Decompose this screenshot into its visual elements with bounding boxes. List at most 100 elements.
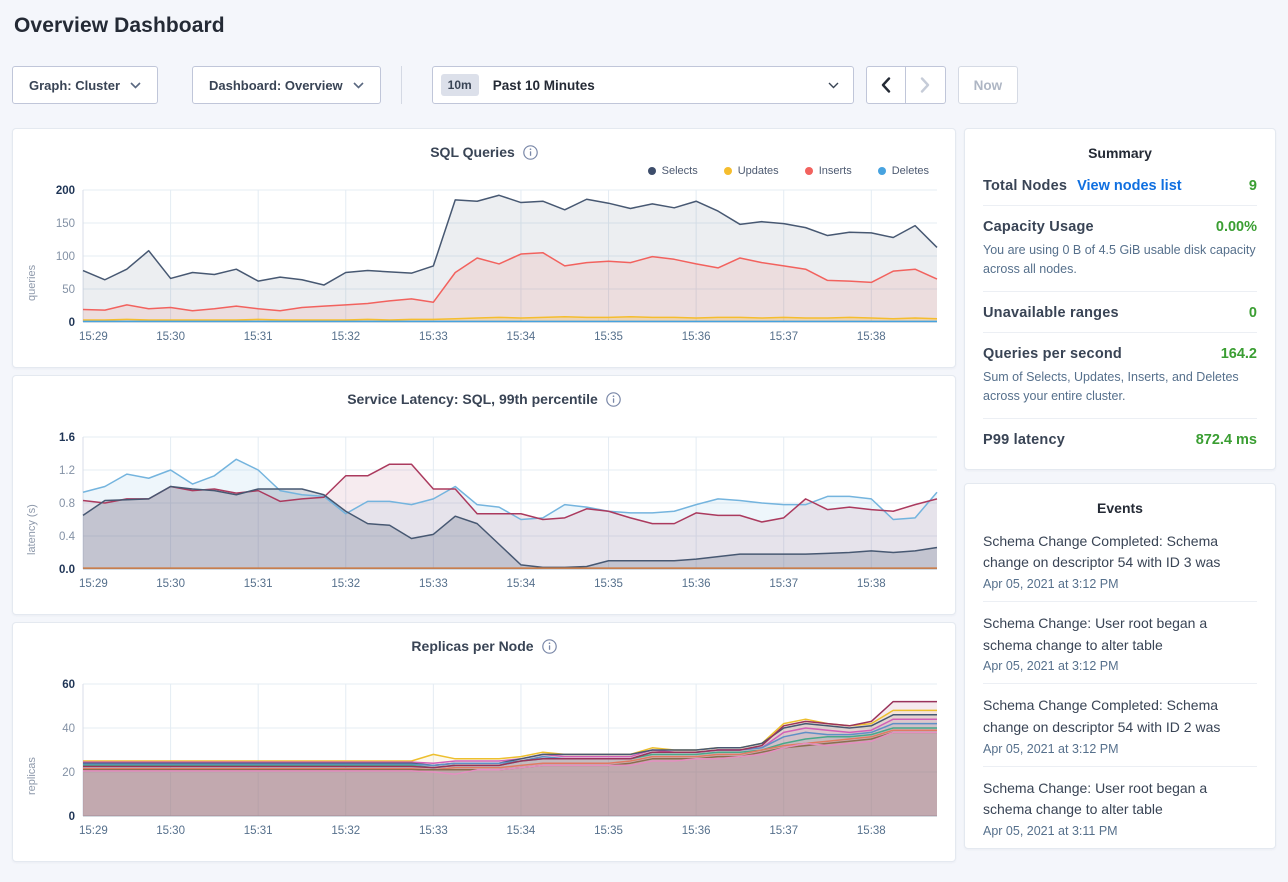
service-latency-chart-card: Service Latency: SQL, 99th percentile la… [12,375,956,615]
legend-item-selects[interactable]: Selects [647,165,698,177]
svg-text:15:34: 15:34 [507,578,536,590]
event-text: Schema Change: User root began a schema … [983,614,1208,653]
svg-text:15:30: 15:30 [156,331,185,343]
svg-text:15:34: 15:34 [507,825,536,837]
svg-text:15:32: 15:32 [331,578,360,590]
summary-row-description: Sum of Selects, Updates, Inserts, and De… [983,369,1239,404]
chart-legend: Selects Updates Inserts Deletes [15,160,953,182]
chevron-down-icon [353,81,364,89]
time-step-back-button[interactable] [865,66,906,104]
summary-row-label: P99 latency [983,431,1065,448]
now-button[interactable]: Now [957,66,1019,104]
summary-panel: Summary Total Nodes View nodes list 9 Capac… [964,128,1276,470]
replicas-per-node-chart-card: Replicas per Node replicas 0 20 40 60 15:29 1… [12,622,956,862]
legend-dot [647,167,656,175]
svg-text:0.4: 0.4 [59,531,76,543]
svg-text:50: 50 [62,284,75,296]
graph-dropdown[interactable]: Graph: Cluster [12,66,159,104]
summary-row: Queries per second 164.2 Sum of Selects, U… [983,333,1257,419]
svg-text:20: 20 [62,767,75,779]
svg-text:15:29: 15:29 [79,825,108,837]
info-icon[interactable] [605,391,621,407]
svg-text:15:34: 15:34 [507,331,536,343]
y-axis-label: replicas [26,757,38,796]
summary-row: P99 latency 872.4 ms [983,419,1257,459]
event-timestamp: Apr 05, 2021 at 3:12 PM [983,659,1119,674]
y-axis-label: queries [26,264,38,301]
controls-divider [400,66,402,104]
summary-row: Unavailable ranges 0 [983,292,1257,333]
time-step-forward-button[interactable] [905,66,946,104]
svg-text:150: 150 [56,218,75,230]
chart-title: Replicas per Node [411,638,534,654]
event-item[interactable]: Schema Change: User root began a schema … [983,602,1257,685]
event-timestamp: Apr 05, 2021 at 3:12 PM [983,576,1119,591]
summary-row-description: You are using 0 B of 4.5 GiB usable disk… [983,243,1256,277]
svg-text:15:29: 15:29 [79,578,108,590]
time-step-buttons [865,66,946,104]
svg-text:15:37: 15:37 [769,331,798,343]
summary-row-label: Queries per second [983,345,1122,362]
svg-text:15:32: 15:32 [331,825,360,837]
summary-row-label: Unavailable ranges [983,304,1119,321]
chart-legend [15,654,953,676]
svg-text:15:36: 15:36 [682,825,711,837]
sidebar: Summary Total Nodes View nodes list 9 Capac… [964,128,1276,849]
svg-text:1.2: 1.2 [59,465,75,477]
y-axis-label: latency (s) [26,504,38,555]
controls-bar: Graph: Cluster Dashboard: Overview 10m P… [12,66,1276,104]
service-latency-plot[interactable]: 0.0 0.4 0.8 1.2 1.6 15:29 15:30 15:31 15:32 15:33… [43,429,943,602]
svg-text:15:36: 15:36 [682,578,711,590]
svg-text:15:33: 15:33 [419,331,448,343]
svg-text:15:37: 15:37 [769,578,798,590]
svg-text:15:29: 15:29 [79,331,108,343]
time-range-picker[interactable]: 10m Past 10 Minutes [431,66,854,104]
view-nodes-list-link[interactable]: View nodes list [1077,178,1182,194]
charts-column: SQL Queries Selects Updates Inserts Deletes… [12,128,956,862]
event-item[interactable]: Schema Change Completed: Schema change o… [983,520,1257,602]
svg-text:15:30: 15:30 [156,578,185,590]
event-timestamp: Apr 05, 2021 at 3:11 PM [983,824,1118,838]
svg-text:15:35: 15:35 [594,825,623,837]
svg-text:15:38: 15:38 [857,578,886,590]
svg-text:0.8: 0.8 [59,498,75,510]
svg-text:15:32: 15:32 [331,331,360,343]
events-panel: Events Schema Change Completed: Schema c… [964,482,1276,849]
summary-row-label: Capacity Usage [983,219,1094,235]
overview-dashboard-page: Overview Dashboard Graph: Cluster Dashbo… [0,14,1288,862]
events-title: Events [1097,499,1143,516]
info-icon[interactable] [522,144,538,160]
svg-text:0.0: 0.0 [59,564,75,576]
event-item[interactable]: Schema Change: User root began a schema … [983,767,1257,848]
svg-text:0: 0 [69,317,75,329]
chevron-down-icon [130,81,141,89]
event-item[interactable]: Schema Change Completed: Schema change o… [983,684,1257,767]
summary-row-label: Total Nodes [983,178,1068,194]
legend-dot [877,167,886,175]
event-timestamp: Apr 05, 2021 at 3:12 PM [983,741,1119,756]
summary-row-value: 0.00% [1215,219,1257,235]
svg-text:15:35: 15:35 [594,578,623,590]
chevron-down-icon [828,82,839,88]
dashboard-dropdown[interactable]: Dashboard: Overview [192,66,381,104]
legend-item-updates[interactable]: Updates [723,165,779,177]
event-text: Schema Change Completed: Schema change o… [983,697,1221,735]
svg-text:15:38: 15:38 [857,331,886,343]
svg-text:15:33: 15:33 [419,825,448,837]
event-text: Schema Change: User root began a schema … [983,779,1208,818]
summary-row-value: 872.4 ms [1195,431,1257,448]
summary-row-value: 0 [1248,304,1257,321]
legend-item-inserts[interactable]: Inserts [804,165,852,177]
legend-item-deletes[interactable]: Deletes [877,165,929,177]
summary-row-value: 164.2 [1220,345,1257,362]
svg-text:100: 100 [56,251,75,263]
info-icon[interactable] [541,638,557,654]
svg-text:15:31: 15:31 [244,331,273,343]
summary-title: Summary [1088,145,1152,161]
sql-queries-plot[interactable]: 0 50 100 150 200 15:29 15:30 15:31 15:32 15:33 15:… [43,182,943,355]
replicas-per-node-plot[interactable]: 0 20 40 60 15:29 15:30 15:31 15:32 15:33 15:34 15:… [43,676,943,849]
dashboard-dropdown-label: Dashboard: Overview [209,77,343,93]
svg-text:40: 40 [62,723,75,735]
time-range-label: Past 10 Minutes [492,77,595,93]
summary-row-value: 9 [1248,178,1257,194]
